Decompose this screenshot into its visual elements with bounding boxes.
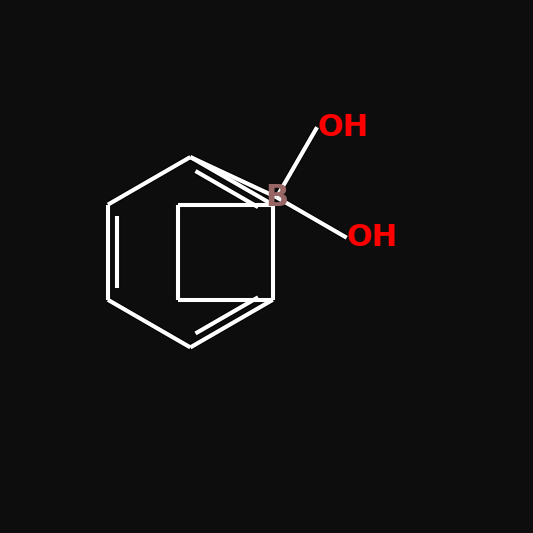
Text: B: B	[265, 183, 288, 212]
Text: OH: OH	[346, 223, 398, 252]
Text: OH: OH	[317, 112, 368, 142]
